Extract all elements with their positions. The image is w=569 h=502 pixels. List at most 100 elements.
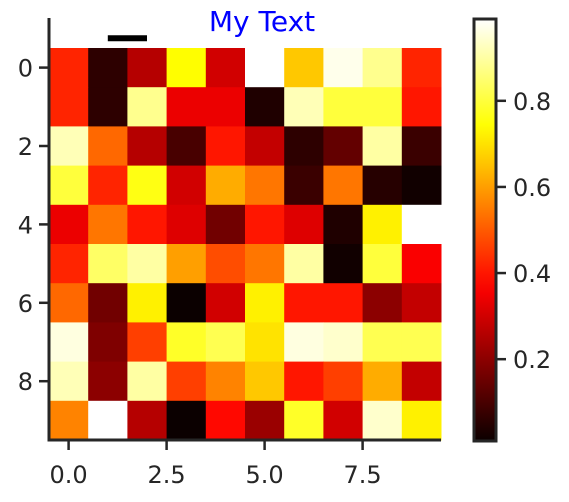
heatmap-cell (166, 322, 207, 363)
heatmap-cell (127, 361, 168, 402)
heatmap-cell (127, 204, 168, 245)
heatmap-cell (323, 361, 364, 402)
heatmap-cell (49, 322, 89, 363)
heatmap-cell (49, 361, 89, 402)
heatmap-cell (401, 48, 442, 88)
x-tick-label: 2.5 (148, 461, 186, 489)
heatmap-cell (323, 165, 364, 206)
heatmap-cell (49, 165, 89, 206)
heatmap-cell (49, 283, 89, 323)
heatmap-cell (362, 361, 403, 402)
y-axis-ticks: 0 2 4 6 8 (18, 55, 49, 396)
heatmap-cell (88, 361, 128, 402)
heatmap-cell (127, 244, 168, 284)
heatmap-cell (323, 204, 364, 245)
y-tick-label: 4 (18, 211, 33, 239)
heatmap-cell (88, 244, 128, 284)
heatmap-cell (284, 87, 324, 127)
heatmap-cell (401, 165, 442, 206)
heatmap-cell (88, 87, 128, 127)
heatmap-cell (284, 283, 324, 323)
heatmap-cell (166, 87, 207, 127)
heatmap-cell (88, 400, 128, 441)
heatmap-cell (323, 48, 364, 88)
heatmap-cell (49, 126, 89, 167)
colorbar-frame (472, 17, 498, 443)
heatmap-cell (166, 400, 207, 441)
heatmap-cell (127, 48, 168, 88)
x-tick-label: 5.0 (246, 461, 284, 489)
heatmap-cell (205, 361, 246, 402)
heatmap-cell (205, 165, 246, 206)
axes-spines (47, 18, 441, 442)
heatmap-cell (362, 204, 403, 245)
heatmap-cell (284, 48, 324, 88)
heatmap-cell (323, 400, 364, 441)
heatmap-cell (362, 165, 403, 206)
heatmap-cell (205, 400, 246, 441)
heatmap-cell (166, 361, 207, 402)
heatmap-cell (127, 165, 168, 206)
heatmap-cell (245, 361, 285, 402)
heatmap-cell (88, 48, 128, 88)
heatmap-cell (362, 48, 403, 88)
heatmap-cell (323, 244, 364, 284)
x-tick-label: 0.0 (50, 461, 88, 489)
heatmap-cell (401, 322, 442, 363)
heatmap-cell (284, 126, 324, 167)
heatmap-cell (323, 87, 364, 127)
heatmap-cell (88, 126, 128, 167)
heatmap-cell (362, 126, 403, 167)
heatmap-cells (49, 48, 442, 441)
heatmap-cell (88, 283, 128, 323)
y-tick-label: 0 (18, 55, 33, 83)
heatmap-cell (166, 283, 207, 323)
heatmap-cell (362, 322, 403, 363)
heatmap-cell (49, 244, 89, 284)
heatmap-cell (401, 204, 442, 245)
x-tick-label: 7.5 (344, 461, 382, 489)
heatmap-cell (166, 48, 207, 88)
heatmap-cell (284, 400, 324, 441)
heatmap-cell (362, 244, 403, 284)
heatmap-cell (127, 400, 168, 441)
heatmap-cell (49, 400, 89, 441)
heatmap-cell (205, 87, 246, 127)
heatmap-cell (401, 283, 442, 323)
heatmap-cell (284, 165, 324, 206)
heatmap-cell (284, 361, 324, 402)
heatmap-cell (362, 400, 403, 441)
heatmap-cell (205, 48, 246, 88)
heatmap-cell (284, 244, 324, 284)
heatmap-cell (205, 283, 246, 323)
heatmap-cell (166, 244, 207, 284)
y-tick-label: 8 (18, 368, 33, 396)
heatmap-cell (401, 361, 442, 402)
heatmap-cell (323, 283, 364, 323)
colorbar-tick-label: 0.8 (513, 88, 551, 116)
colorbar-tick-label: 0.6 (513, 174, 551, 202)
heatmap-cell (49, 48, 89, 88)
heatmap-cell (127, 87, 168, 127)
heatmap-cell (205, 244, 246, 284)
heatmap-cell (401, 244, 442, 284)
x-axis-ticks: 0.0 2.5 5.0 7.5 (50, 440, 382, 489)
heatmap-cell (166, 165, 207, 206)
heatmap-cell (205, 204, 246, 245)
y-tick-label: 2 (18, 133, 33, 161)
y-tick-label: 6 (18, 290, 33, 318)
heatmap-cell (49, 87, 89, 127)
heatmap-cell (362, 283, 403, 323)
heatmap-cell (88, 322, 128, 363)
heatmap-cell (205, 126, 246, 167)
heatmap-cell (127, 322, 168, 363)
heatmap-cell (245, 400, 285, 441)
heatmap-cell (284, 204, 324, 245)
heatmap-cell (401, 400, 442, 441)
heatmap-cell (323, 322, 364, 363)
heatmap-cell (245, 322, 285, 363)
heatmap-cell (362, 87, 403, 127)
chart-title: My Text (209, 5, 315, 38)
heatmap-cell (323, 126, 364, 167)
